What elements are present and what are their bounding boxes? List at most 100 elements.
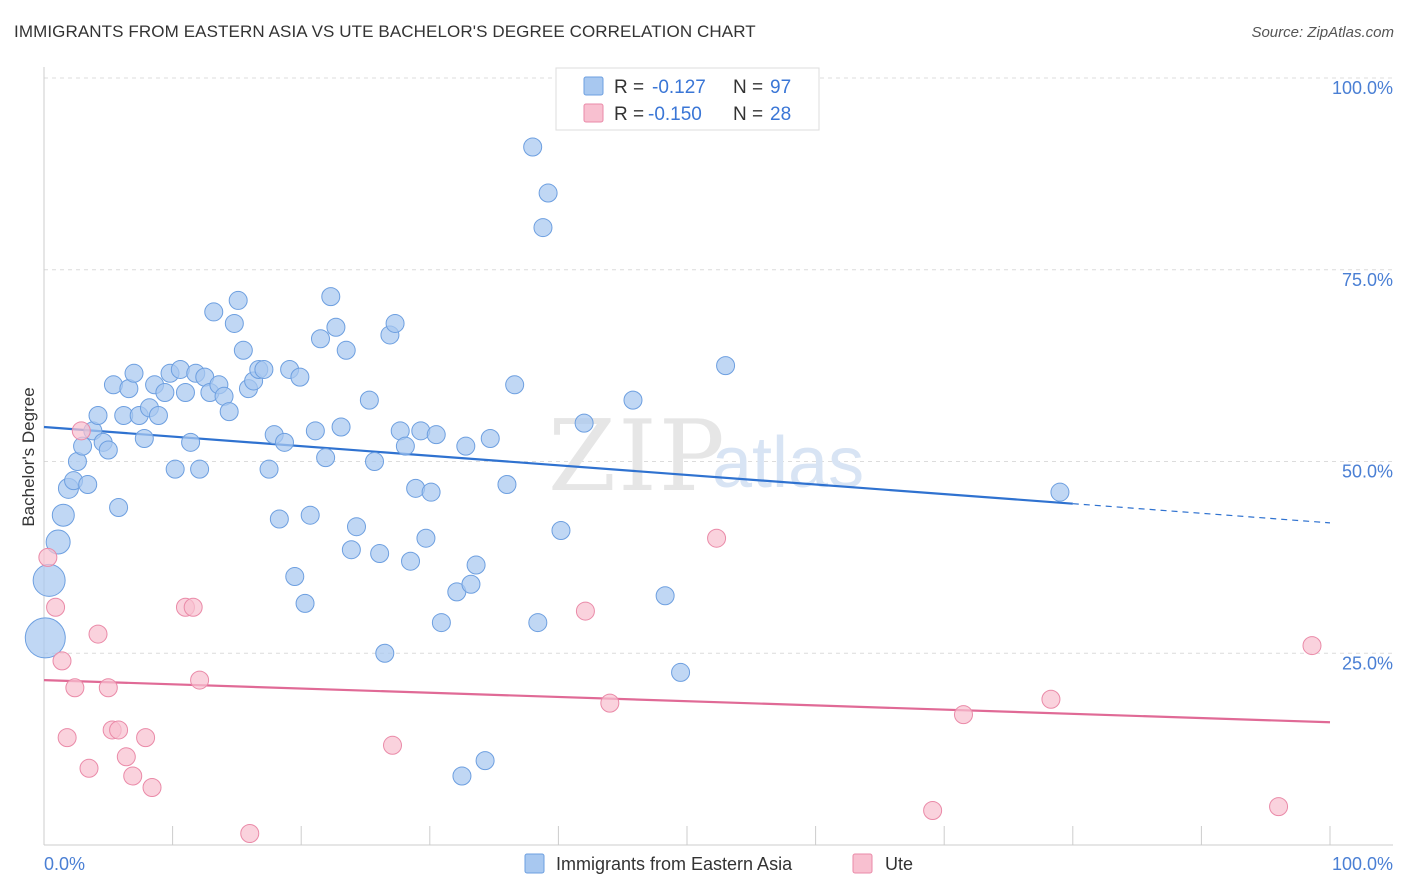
point-eastern-asia	[401, 551, 421, 571]
points-layer	[24, 137, 1322, 843]
point-eastern-asia	[528, 613, 548, 633]
point-eastern-asia	[426, 425, 446, 445]
point-eastern-asia	[219, 402, 239, 422]
point-ute	[1302, 636, 1322, 656]
point-eastern-asia	[233, 340, 253, 360]
point-eastern-asia	[148, 405, 168, 425]
point-eastern-asia	[316, 448, 336, 468]
point-eastern-asia	[421, 482, 441, 502]
point-eastern-asia	[538, 183, 558, 203]
watermark-atlas: atlas	[712, 423, 864, 503]
source-label: Source: ZipAtlas.com	[1251, 24, 1394, 41]
stats-n-label-blue: N =	[733, 77, 763, 98]
stats-n-value-pink: 28	[770, 104, 791, 125]
point-eastern-asia	[285, 567, 305, 587]
point-ute	[57, 728, 77, 748]
y-tick-label: 25.0%	[1342, 653, 1393, 673]
point-eastern-asia	[259, 459, 279, 479]
point-ute	[1269, 797, 1289, 817]
point-ute	[383, 735, 403, 755]
point-eastern-asia	[461, 574, 481, 594]
point-ute	[600, 693, 620, 713]
point-eastern-asia	[365, 452, 385, 471]
point-eastern-asia	[254, 359, 274, 379]
point-eastern-asia	[505, 375, 525, 395]
point-eastern-asia	[175, 382, 195, 402]
point-ute	[52, 651, 72, 671]
point-eastern-asia	[290, 367, 310, 387]
point-eastern-asia	[124, 363, 144, 383]
point-eastern-asia	[326, 317, 346, 337]
point-ute	[575, 601, 595, 621]
point-eastern-asia	[181, 432, 201, 452]
point-eastern-asia	[32, 563, 66, 597]
point-ute	[136, 728, 156, 748]
point-eastern-asia	[228, 290, 248, 310]
point-eastern-asia	[671, 662, 691, 682]
x-tick-label: 100.0%	[1332, 854, 1393, 874]
point-eastern-asia	[466, 555, 486, 575]
point-eastern-asia	[370, 544, 390, 564]
point-eastern-asia	[78, 475, 98, 495]
point-ute	[923, 800, 943, 820]
point-ute	[79, 758, 99, 778]
point-eastern-asia	[533, 218, 553, 238]
legend-swatch-eastern-asia	[524, 853, 545, 874]
point-eastern-asia	[1050, 482, 1070, 502]
point-ute	[98, 678, 118, 698]
point-eastern-asia	[523, 137, 543, 157]
point-eastern-asia	[336, 340, 356, 360]
point-eastern-asia	[88, 405, 108, 425]
watermark-zip: ZIP	[548, 400, 727, 514]
point-eastern-asia	[45, 529, 71, 555]
point-eastern-asia	[359, 390, 379, 410]
point-eastern-asia	[475, 751, 495, 771]
point-eastern-asia	[190, 459, 210, 479]
point-eastern-asia	[497, 475, 517, 495]
stats-r-value-blue: -0.127	[652, 77, 706, 98]
point-eastern-asia	[274, 432, 294, 452]
point-eastern-asia	[224, 313, 244, 333]
point-eastern-asia	[480, 428, 500, 448]
point-ute	[109, 720, 129, 740]
point-eastern-asia	[551, 521, 571, 541]
point-ute	[707, 528, 727, 548]
point-eastern-asia	[204, 302, 224, 322]
point-eastern-asia	[295, 593, 315, 613]
point-ute	[953, 705, 973, 725]
point-eastern-asia	[395, 436, 415, 456]
stats-r-label-blue: R =	[614, 77, 644, 98]
point-eastern-asia	[109, 498, 129, 518]
point-eastern-asia	[456, 436, 476, 456]
point-eastern-asia	[655, 586, 675, 606]
x-tick-label: 0.0%	[44, 854, 85, 874]
point-eastern-asia	[375, 643, 395, 663]
stats-r-label-pink: R =	[614, 104, 644, 125]
point-eastern-asia	[716, 356, 736, 376]
point-eastern-asia	[51, 503, 75, 527]
point-eastern-asia	[269, 509, 289, 529]
point-eastern-asia	[155, 382, 175, 402]
stats-r-value-pink: -0.150	[648, 104, 702, 125]
legend-swatch-ute	[852, 853, 873, 874]
point-ute	[190, 670, 210, 690]
point-eastern-asia	[310, 329, 330, 349]
point-ute	[46, 597, 66, 617]
point-eastern-asia	[165, 459, 185, 479]
point-eastern-asia	[98, 440, 118, 460]
stats-n-label-pink: N =	[733, 104, 763, 125]
y-tick-label: 50.0%	[1342, 462, 1393, 482]
trend-line-extension-0	[1072, 503, 1331, 524]
y-tick-label: 75.0%	[1342, 270, 1393, 290]
point-eastern-asia	[416, 528, 436, 548]
point-ute	[142, 777, 162, 797]
point-eastern-asia	[305, 421, 325, 441]
axes-layer: 25.0% 50.0% 75.0% 100.0% 0.0% 100.0%	[43, 67, 1393, 874]
point-eastern-asia	[623, 390, 643, 410]
point-ute	[38, 547, 58, 567]
trend-layer	[43, 425, 1331, 724]
point-ute	[71, 421, 91, 441]
point-eastern-asia	[574, 413, 594, 433]
chart-title: IMMIGRANTS FROM EASTERN ASIA VS UTE BACH…	[14, 22, 756, 41]
